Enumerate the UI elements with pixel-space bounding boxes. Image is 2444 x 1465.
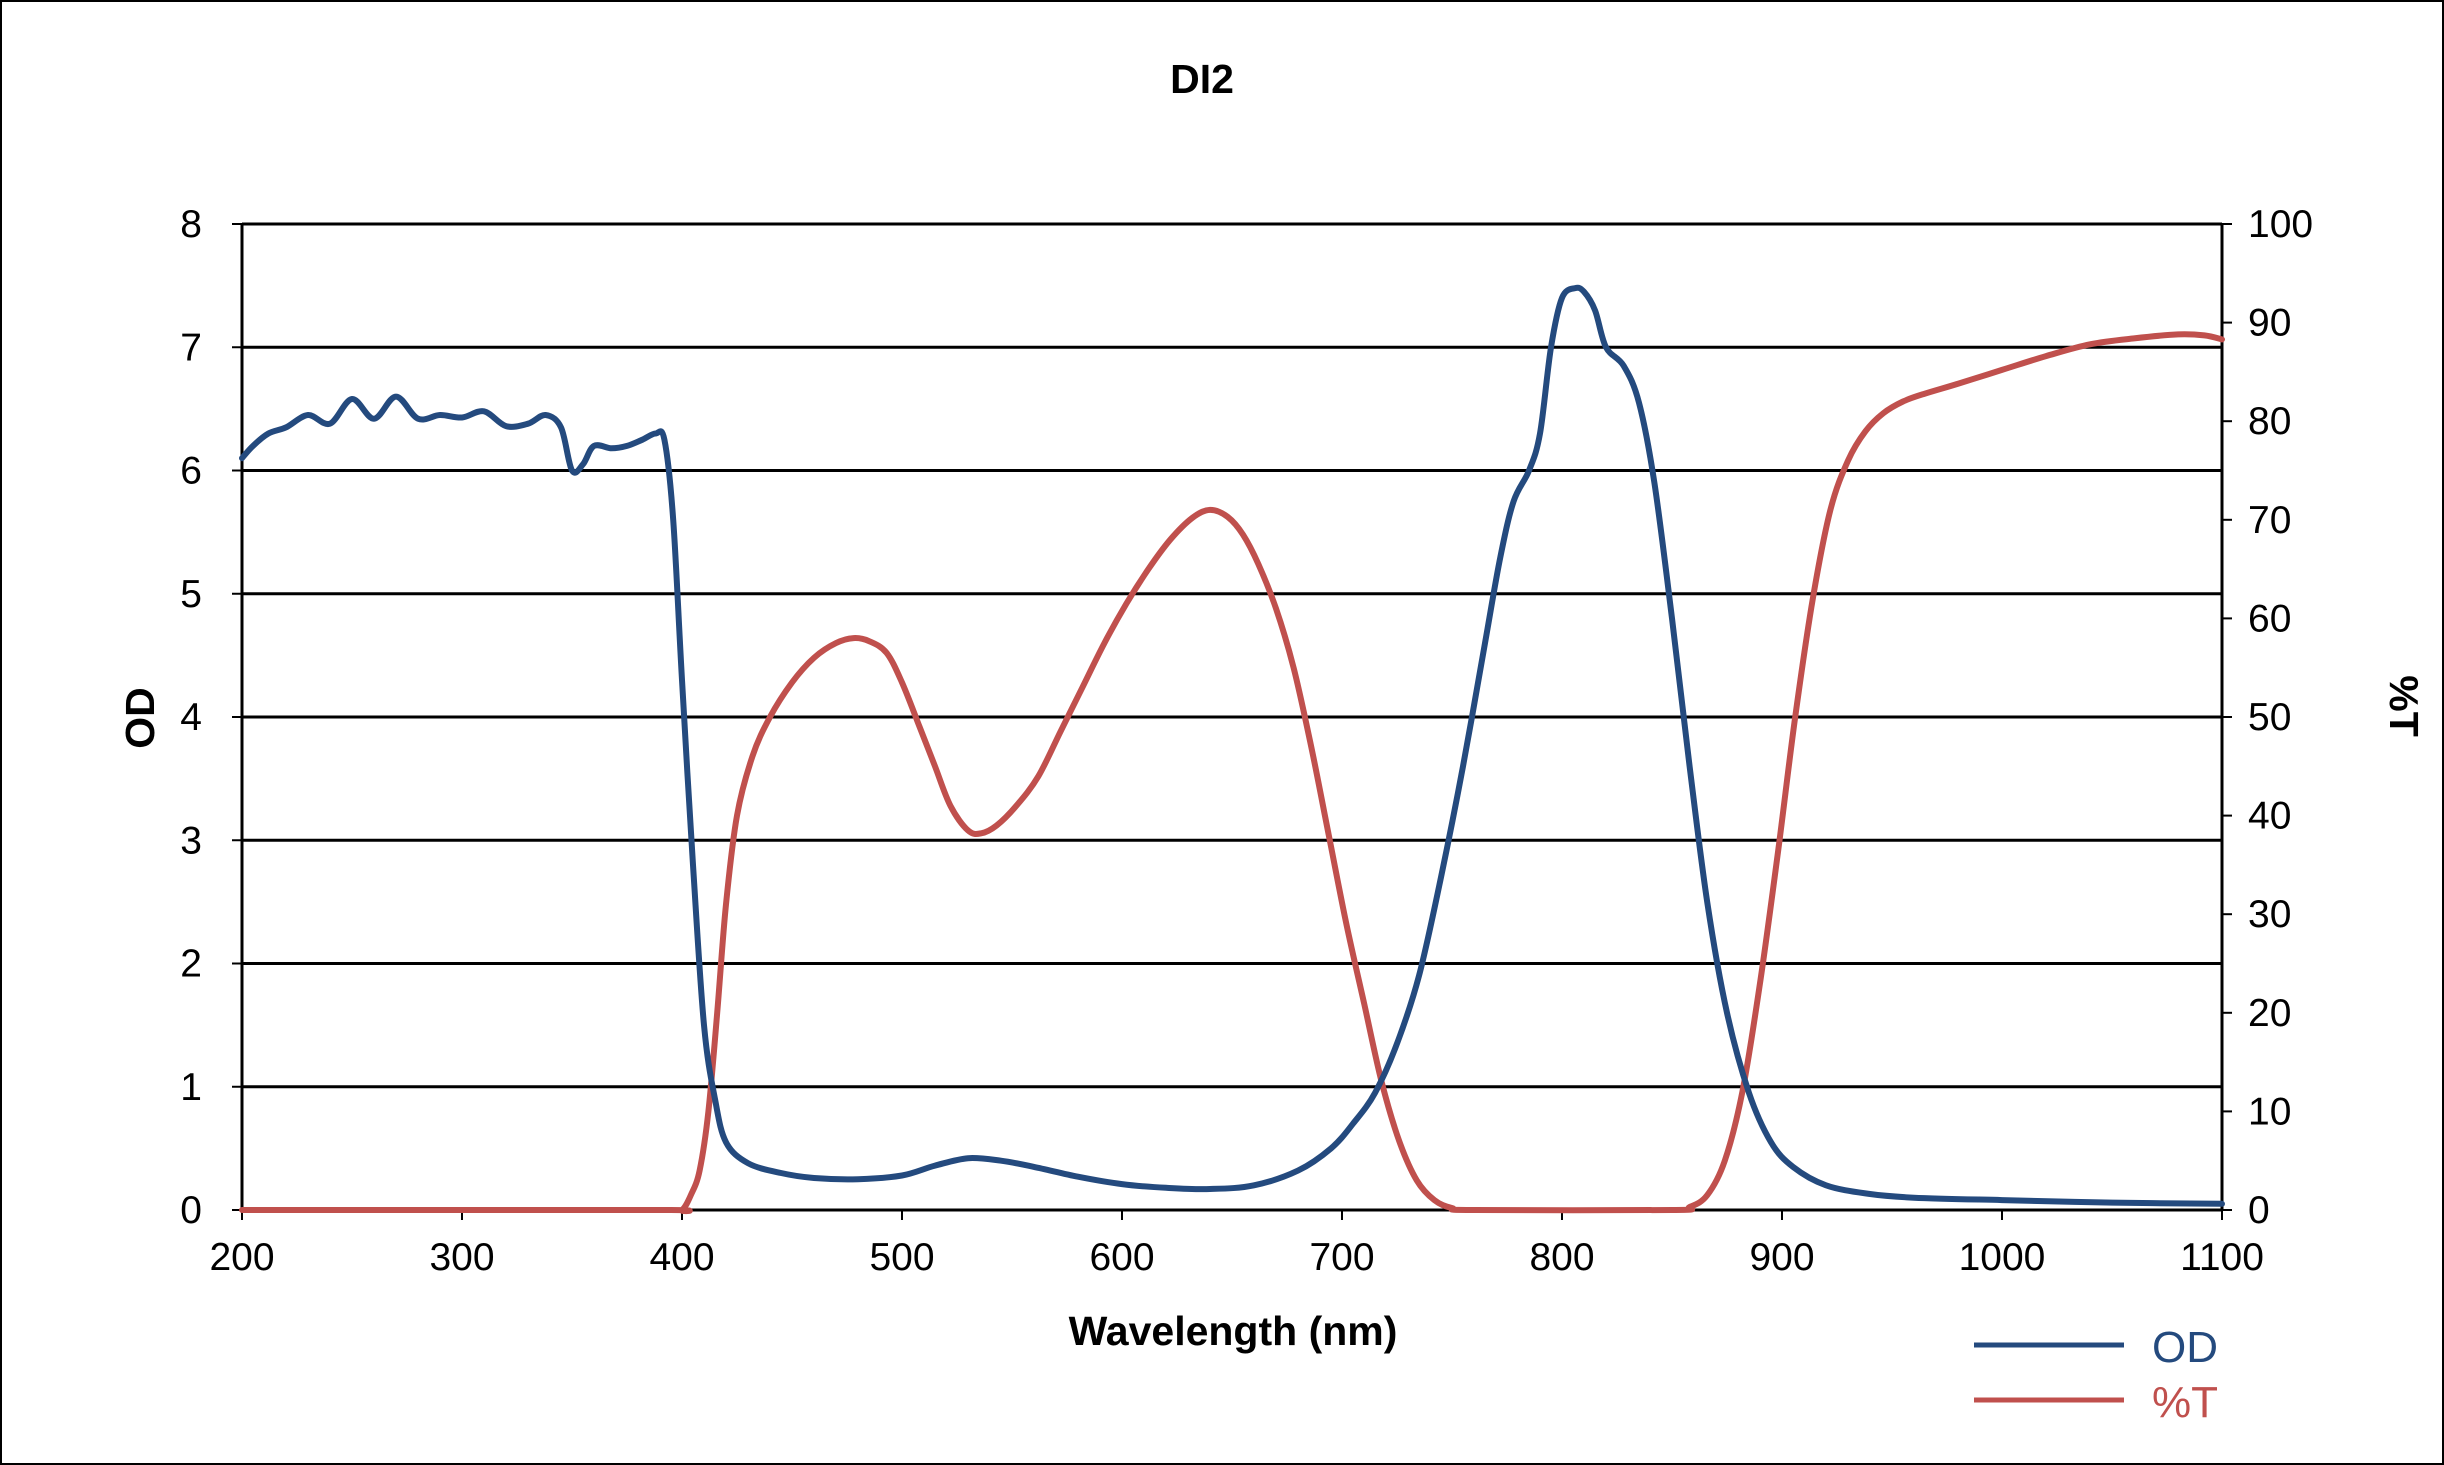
x-tick-label: 700 <box>1309 1236 1374 1279</box>
y-tick-label: 2 <box>180 943 202 986</box>
x-tick-label: 1000 <box>1959 1236 2046 1279</box>
y2-tick-label: 10 <box>2248 1090 2291 1133</box>
y2-tick-label: 60 <box>2248 597 2291 640</box>
legend-od-label: OD <box>2152 1323 2218 1372</box>
y-tick-labels: 0 1 2 3 4 5 6 7 8 <box>180 203 202 1232</box>
y-tick-label: 1 <box>180 1066 202 1109</box>
axes <box>232 223 2232 1220</box>
x-tick-label: 900 <box>1749 1236 1814 1279</box>
x-tick-label: 200 <box>209 1236 274 1279</box>
y2-tick-label: 0 <box>2248 1189 2270 1232</box>
y2-tick-label: 70 <box>2248 499 2291 542</box>
series-line-t <box>239 331 2225 1215</box>
y2-tick-label: 40 <box>2248 795 2291 838</box>
y-tick-label: 5 <box>180 573 202 616</box>
y2-tick-labels: 0 10 20 30 40 50 60 70 80 90 100 <box>2248 203 2313 1232</box>
y2-axis-label: %T <box>2381 675 2427 737</box>
chart-title: DI2 <box>1170 56 1234 102</box>
x-tick-label: 800 <box>1529 1236 1594 1279</box>
y2-tick-label: 80 <box>2248 400 2291 443</box>
series-line-od <box>239 284 2225 1207</box>
x-tick-label: 300 <box>429 1236 494 1279</box>
series-group <box>239 284 2225 1215</box>
y-tick-label: 8 <box>180 203 202 246</box>
x-tick-labels: 200 300 400 500 600 700 800 900 1000 1100 <box>209 1236 2263 1279</box>
x-tick-label: 1100 <box>2180 1236 2264 1279</box>
x-tick-label: 600 <box>1089 1236 1154 1279</box>
y-tick-label: 4 <box>180 696 202 739</box>
y-tick-label: 3 <box>180 819 202 862</box>
gridlines <box>242 222 2222 1089</box>
y-tick-label: 7 <box>180 326 202 369</box>
y-tick-label: 0 <box>180 1189 202 1232</box>
y2-tick-label: 30 <box>2248 893 2291 936</box>
x-tick-label: 500 <box>869 1236 934 1279</box>
y-tick-label: 6 <box>180 450 202 493</box>
y2-tick-label: 100 <box>2248 203 2313 246</box>
x-tick-label: 400 <box>649 1236 714 1279</box>
y-axis-label: OD <box>117 687 163 749</box>
y2-tick-label: 90 <box>2248 302 2291 345</box>
y2-tick-label: 50 <box>2248 696 2291 739</box>
legend-t-label: %T <box>2152 1378 2218 1427</box>
legend: OD %T <box>1974 1323 2218 1427</box>
y2-tick-label: 20 <box>2248 992 2291 1035</box>
x-axis-label: Wavelength (nm) <box>1069 1308 1398 1354</box>
